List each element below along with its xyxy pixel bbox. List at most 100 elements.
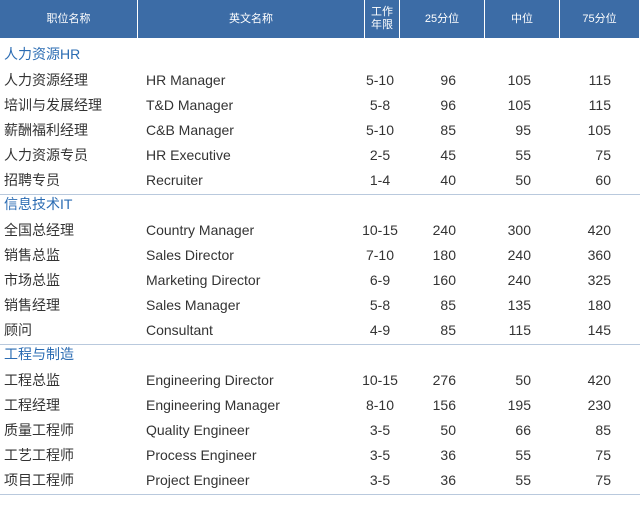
table-cell: 1-4: [369, 172, 391, 188]
table-cell: 项目工程师: [4, 472, 74, 488]
table-cell: 10-15: [362, 222, 398, 238]
table-cell: Sales Manager: [146, 297, 241, 313]
table-cell: 240: [507, 272, 531, 288]
table-cell: 180: [587, 297, 611, 313]
table-cell: 75: [595, 147, 611, 163]
table-cell: 全国总经理: [4, 222, 74, 238]
table-cell: Sales Director: [146, 247, 234, 263]
header-cell: 工作年限: [365, 0, 400, 38]
table-cell: 276: [432, 372, 456, 388]
table-cell: 工程经理: [4, 397, 60, 413]
header-cell: 职位名称: [0, 0, 138, 38]
table-cell: 230: [587, 397, 611, 413]
table-cell: Country Manager: [146, 222, 255, 238]
table-cell: HR Executive: [146, 147, 231, 163]
table-cell: 销售总监: [4, 247, 60, 263]
table-cell: 105: [507, 97, 531, 113]
table-cell: 8-10: [365, 397, 395, 413]
table-cell: 105: [587, 122, 611, 138]
table-cell: 6-9: [369, 272, 391, 288]
table-cell: 3-5: [369, 422, 391, 438]
table-cell: 195: [507, 397, 531, 413]
table-cell: HR Manager: [146, 72, 226, 88]
section-title: 人力资源HR: [4, 46, 81, 62]
table-cell: 50: [515, 372, 531, 388]
table-cell: Quality Engineer: [146, 422, 250, 438]
table-cell: Recruiter: [146, 172, 203, 188]
table-cell: 5-8: [369, 97, 391, 113]
table-cell: Consultant: [146, 322, 213, 338]
table-cell: 60: [595, 172, 611, 188]
table-cell: 7-10: [365, 247, 395, 263]
table-cell: Project Engineer: [146, 472, 250, 488]
table-cell: 顾问: [4, 322, 32, 338]
table-cell: 市场总监: [4, 272, 60, 288]
table-cell: 工艺工程师: [4, 447, 74, 463]
table-cell: 36: [440, 447, 456, 463]
table-cell: 45: [440, 147, 456, 163]
table-cell: 5-8: [369, 297, 391, 313]
table-cell: 115: [508, 322, 531, 338]
table-cell: Marketing Director: [146, 272, 261, 288]
table-cell: 销售经理: [4, 297, 60, 313]
table-cell: 85: [595, 422, 611, 438]
table-cell: 质量工程师: [4, 422, 74, 438]
table-cell: 160: [432, 272, 456, 288]
table-cell: Engineering Manager: [146, 397, 280, 413]
table-cell: C&B Manager: [146, 122, 234, 138]
header-cell: 75分位: [560, 0, 640, 38]
table-cell: 培训与发展经理: [4, 97, 102, 113]
table-cell: 135: [507, 297, 531, 313]
section-divider: [0, 194, 640, 195]
table-cell: 36: [440, 472, 456, 488]
table-cell: 40: [440, 172, 456, 188]
table-cell: 85: [440, 322, 456, 338]
table-cell: 240: [432, 222, 456, 238]
table-cell: 薪酬福利经理: [4, 122, 88, 138]
header-cell: 中位: [485, 0, 560, 38]
table-cell: 300: [507, 222, 531, 238]
section-divider: [0, 344, 640, 345]
table-cell: 50: [440, 422, 456, 438]
section-divider: [0, 494, 640, 495]
table-cell: 95: [515, 122, 531, 138]
table-cell: 55: [515, 472, 531, 488]
table-cell: 240: [507, 247, 531, 263]
table-cell: 180: [432, 247, 456, 263]
table-cell: 3-5: [369, 447, 391, 463]
section-title: 信息技术IT: [4, 196, 73, 212]
header-cell: 英文名称: [138, 0, 365, 38]
table-cell: 5-10: [365, 72, 395, 88]
table-cell: 105: [507, 72, 531, 88]
table-cell: 145: [587, 322, 611, 338]
table-cell: 85: [440, 122, 456, 138]
table-cell: 75: [595, 447, 611, 463]
table-cell: 115: [588, 72, 611, 88]
header-cell: 25分位: [400, 0, 485, 38]
table-cell: 50: [515, 172, 531, 188]
table-cell: 2-5: [369, 147, 391, 163]
table-cell: 75: [595, 472, 611, 488]
table-cell: Process Engineer: [146, 447, 257, 463]
table-cell: 360: [587, 247, 611, 263]
table-cell: 66: [515, 422, 531, 438]
table-cell: 人力资源专员: [4, 147, 88, 163]
table-cell: 招聘专员: [4, 172, 60, 188]
table-cell: 5-10: [365, 122, 395, 138]
table-cell: 工程总监: [4, 372, 60, 388]
table-cell: 420: [587, 222, 611, 238]
table-cell: 156: [432, 397, 456, 413]
table-cell: 55: [515, 147, 531, 163]
table-cell: 325: [587, 272, 611, 288]
table-cell: 96: [440, 97, 456, 113]
table-cell: 85: [440, 297, 456, 313]
table-cell: 96: [440, 72, 456, 88]
table-cell: 3-5: [369, 472, 391, 488]
section-title: 工程与制造: [4, 346, 74, 362]
table-cell: 115: [588, 97, 611, 113]
table-cell: T&D Manager: [146, 97, 234, 113]
table-cell: 4-9: [369, 322, 391, 338]
table-cell: 10-15: [362, 372, 398, 388]
table-cell: 55: [515, 447, 531, 463]
